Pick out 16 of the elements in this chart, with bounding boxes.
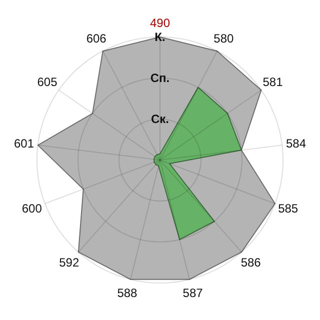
spoke-label: 605 [37,75,58,90]
spoke-label: 584 [286,136,306,150]
spoke-label: 587 [182,286,204,300]
spoke-label: 592 [59,256,80,270]
y-tick-label: Сп. [150,71,170,85]
spoke-label: 580 [214,32,234,46]
spoke-label: 490 [150,16,170,30]
spoke-label: 601 [14,136,34,150]
y-tick-label: Ск. [150,112,170,126]
spoke-label: 600 [22,202,42,216]
spoke-label: 581 [262,75,284,90]
spoke-label: 585 [278,202,298,216]
y-tick-label: К. [154,30,166,44]
spoke-label: 586 [240,256,262,270]
spoke-label: 606 [86,32,107,46]
spoke-label: 588 [117,286,138,300]
